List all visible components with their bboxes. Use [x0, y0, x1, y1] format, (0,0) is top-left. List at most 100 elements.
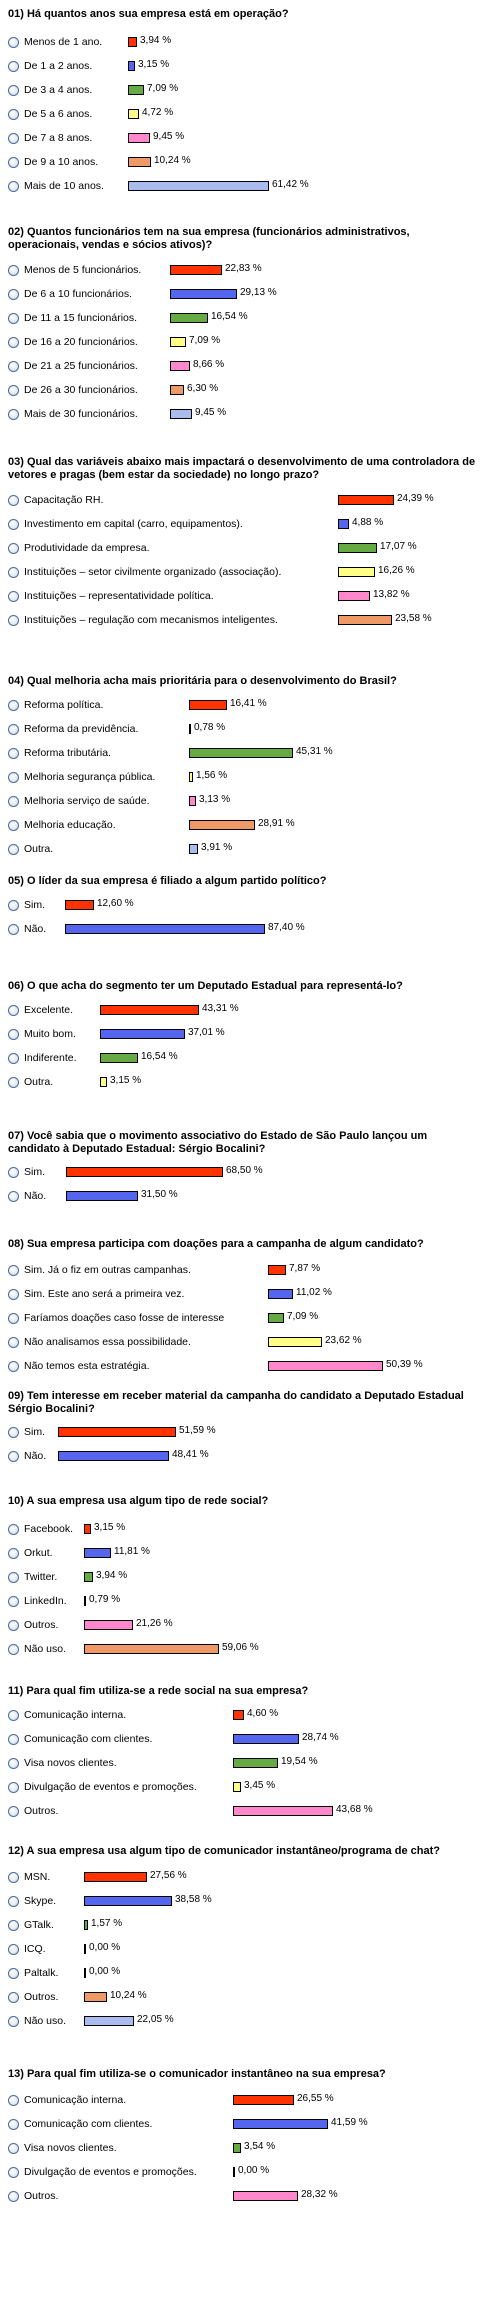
radio-button[interactable]: [8, 615, 19, 626]
radio-button[interactable]: [8, 289, 19, 300]
radio-button[interactable]: [8, 724, 19, 735]
radio-button[interactable]: [8, 2191, 19, 2202]
bar: [338, 519, 349, 529]
answer-label: De 21 a 25 funcionários.: [24, 360, 138, 372]
answer-label: Sim.: [24, 899, 45, 911]
radio-button[interactable]: [8, 37, 19, 48]
radio-button[interactable]: [8, 1313, 19, 1324]
answer-option: Melhoria educação. 28,91 %: [8, 817, 478, 835]
radio-button[interactable]: [8, 748, 19, 759]
radio-button[interactable]: [8, 361, 19, 372]
radio-button[interactable]: [8, 157, 19, 168]
bar: [58, 1451, 169, 1461]
answer-label: De 5 a 6 anos.: [24, 108, 93, 120]
question-title: 09) Tem interesse em receber material da…: [8, 1390, 464, 1415]
answer-label: Divulgação de eventos e promoções.: [24, 2166, 197, 2178]
radio-button[interactable]: [8, 567, 19, 578]
radio-button[interactable]: [8, 1620, 19, 1631]
radio-button[interactable]: [8, 1596, 19, 1607]
question-7: 07) Você sabia que o movimento associati…: [0, 1130, 485, 1216]
radio-button[interactable]: [8, 1361, 19, 1372]
radio-button[interactable]: [8, 1710, 19, 1721]
radio-button[interactable]: [8, 1572, 19, 1583]
radio-button[interactable]: [8, 1289, 19, 1300]
question-4: 04) Qual melhoria acha mais prioritária …: [0, 675, 485, 869]
answer-label: Outros.: [24, 1991, 59, 2003]
radio-button[interactable]: [8, 1337, 19, 1348]
radio-button[interactable]: [8, 61, 19, 72]
answer-label: De 26 a 30 funcionários.: [24, 384, 138, 396]
radio-button[interactable]: [8, 133, 19, 144]
radio-button[interactable]: [8, 2016, 19, 2027]
radio-button[interactable]: [8, 2095, 19, 2106]
radio-button[interactable]: [8, 2119, 19, 2130]
radio-button[interactable]: [8, 1265, 19, 1276]
answer-option: Sim. 12,60 %: [8, 897, 478, 915]
radio-button[interactable]: [8, 1782, 19, 1793]
radio-button[interactable]: [8, 1944, 19, 1955]
radio-button[interactable]: [8, 2167, 19, 2178]
radio-button[interactable]: [8, 1548, 19, 1559]
radio-button[interactable]: [8, 1029, 19, 1040]
percent-label: 31,50 %: [141, 1189, 178, 1200]
radio-button[interactable]: [8, 1077, 19, 1088]
radio-button[interactable]: [8, 181, 19, 192]
radio-button[interactable]: [8, 1451, 19, 1462]
radio-button[interactable]: [8, 519, 19, 530]
answer-label: Instituições – setor civilmente organiza…: [24, 566, 282, 578]
radio-button[interactable]: [8, 1427, 19, 1438]
radio-button[interactable]: [8, 1005, 19, 1016]
radio-button[interactable]: [8, 385, 19, 396]
bar: [128, 133, 150, 143]
answer-label: Mais de 10 anos.: [24, 180, 104, 192]
answer-option: Outros. 43,68 %: [8, 1803, 478, 1821]
radio-button[interactable]: [8, 1806, 19, 1817]
radio-button[interactable]: [8, 1920, 19, 1931]
radio-button[interactable]: [8, 900, 19, 911]
percent-label: 4,88 %: [352, 517, 384, 528]
radio-button[interactable]: [8, 1872, 19, 1883]
radio-button[interactable]: [8, 1896, 19, 1907]
radio-button[interactable]: [8, 1191, 19, 1202]
radio-button[interactable]: [8, 265, 19, 276]
answer-option: Capacitação RH. 24,39 %: [8, 492, 478, 510]
radio-button[interactable]: [8, 109, 19, 120]
question-title: 07) Você sabia que o movimento associati…: [8, 1130, 428, 1155]
bar: [338, 615, 392, 625]
radio-button[interactable]: [8, 2143, 19, 2154]
percent-label: 12,60 %: [97, 898, 134, 909]
radio-button[interactable]: [8, 1734, 19, 1745]
answer-option: Menos de 5 funcionários. 22,83 %: [8, 262, 478, 280]
radio-button[interactable]: [8, 85, 19, 96]
radio-button[interactable]: [8, 700, 19, 711]
bar: [268, 1265, 286, 1275]
radio-button[interactable]: [8, 337, 19, 348]
answer-option: Melhoria serviço de saúde. 3,13 %: [8, 793, 478, 811]
percent-label: 48,41 %: [172, 1449, 209, 1460]
bar: [189, 772, 193, 782]
radio-button[interactable]: [8, 820, 19, 831]
radio-button[interactable]: [8, 1968, 19, 1979]
answer-option: Instituições – representatividade políti…: [8, 588, 478, 606]
bar: [189, 844, 198, 854]
answer-label: Visa novos clientes.: [24, 1757, 117, 1769]
radio-button[interactable]: [8, 1644, 19, 1655]
radio-button[interactable]: [8, 1992, 19, 2003]
radio-button[interactable]: [8, 591, 19, 602]
radio-button[interactable]: [8, 844, 19, 855]
radio-button[interactable]: [8, 1524, 19, 1535]
question-title: 05) O líder da sua empresa é filiado a a…: [8, 875, 327, 887]
radio-button[interactable]: [8, 796, 19, 807]
radio-button[interactable]: [8, 1053, 19, 1064]
radio-button[interactable]: [8, 924, 19, 935]
radio-button[interactable]: [8, 409, 19, 420]
answer-label: Investimento em capital (carro, equipame…: [24, 518, 243, 530]
radio-button[interactable]: [8, 543, 19, 554]
percent-label: 0,79 %: [89, 1594, 121, 1605]
radio-button[interactable]: [8, 313, 19, 324]
radio-button[interactable]: [8, 1167, 19, 1178]
answer-option: Comunicação interna. 4,60 %: [8, 1707, 478, 1725]
radio-button[interactable]: [8, 772, 19, 783]
radio-button[interactable]: [8, 1758, 19, 1769]
radio-button[interactable]: [8, 495, 19, 506]
